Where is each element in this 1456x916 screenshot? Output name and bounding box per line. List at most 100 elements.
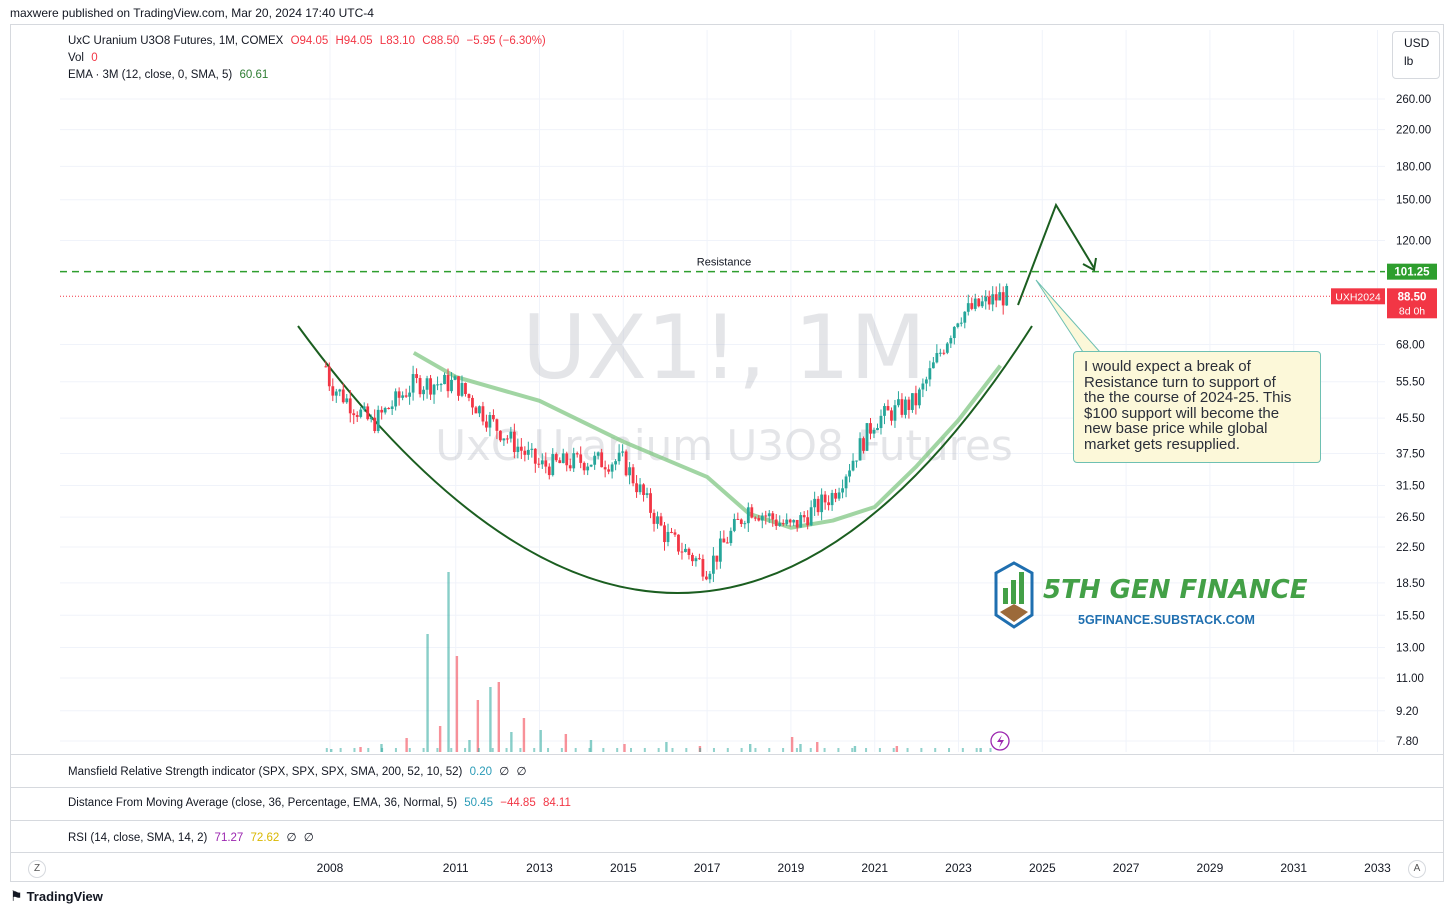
candle-body xyxy=(408,392,412,397)
rsi-panel[interactable]: RSI (14, close, SMA, 14, 2) 71.27 72.62 … xyxy=(10,820,1444,852)
candle-body xyxy=(341,389,345,403)
candle-body xyxy=(366,406,370,420)
candle-body xyxy=(774,519,778,526)
candle-body xyxy=(523,450,527,455)
unit-selector[interactable]: USD lb xyxy=(1392,31,1440,79)
mansfield-legend: Mansfield Relative Strength indicator (S… xyxy=(68,764,530,778)
low-value: L83.10 xyxy=(379,35,415,47)
candle-body xyxy=(931,362,935,369)
volume-bar xyxy=(381,748,384,752)
distance-label: Distance From Moving Average (close, 36,… xyxy=(68,797,458,809)
candle-body xyxy=(519,446,523,451)
candle-body xyxy=(498,430,502,441)
candle-body xyxy=(411,374,415,393)
candle-body xyxy=(781,523,785,525)
candle-body xyxy=(429,378,432,395)
volume-bar xyxy=(353,748,356,752)
candle-body xyxy=(911,393,914,410)
time-tick-label: 2023 xyxy=(945,861,972,875)
resistance-label: Resistance xyxy=(697,257,751,269)
candle-body xyxy=(502,438,506,441)
price-tick-label: 15.50 xyxy=(1396,610,1425,622)
candle-body xyxy=(610,464,614,472)
candle-body xyxy=(631,467,635,484)
candle-body xyxy=(701,558,705,577)
candle-body xyxy=(767,513,771,517)
candle-body xyxy=(376,409,380,432)
candle-body xyxy=(813,498,817,508)
unit-label[interactable]: lb xyxy=(1404,54,1414,68)
candle-body xyxy=(687,548,691,555)
candle-body xyxy=(450,379,453,392)
candle-body xyxy=(390,406,394,410)
candle-body xyxy=(928,368,932,380)
candle-body xyxy=(865,423,869,451)
candle-body xyxy=(991,294,995,305)
volume-bar xyxy=(961,748,964,752)
candle-body xyxy=(987,296,991,305)
time-tick-label: 2015 xyxy=(610,861,637,875)
rsi-legend: RSI (14, close, SMA, 14, 2) 71.27 72.62 … xyxy=(68,830,318,844)
distance-panel[interactable]: Distance From Moving Average (close, 36,… xyxy=(10,787,1444,819)
candle-body xyxy=(551,454,555,476)
candle-body xyxy=(886,406,890,411)
candle-body xyxy=(495,419,499,431)
volume-bar xyxy=(726,748,729,752)
candle-body xyxy=(334,391,338,396)
candle-body xyxy=(1001,292,1005,306)
candle-body xyxy=(771,513,775,520)
candle-body xyxy=(572,453,576,469)
candle-body xyxy=(677,534,680,552)
published-info: maxwere published on TradingView.com, Ma… xyxy=(10,6,374,20)
candle-body xyxy=(397,391,401,398)
auto-scale-button[interactable]: A xyxy=(1408,860,1426,878)
candle-body xyxy=(345,398,349,403)
candle-body xyxy=(387,407,391,410)
price-tick-label: 31.50 xyxy=(1396,480,1425,492)
currency-label[interactable]: USD xyxy=(1404,36,1430,50)
candle-body xyxy=(593,455,597,465)
time-tick-label: 2027 xyxy=(1113,861,1140,875)
last-price-box xyxy=(1387,288,1437,319)
candle-body xyxy=(446,374,450,392)
candle-body xyxy=(670,531,673,533)
logo-url: 5GFINANCE.SUBSTACK.COM xyxy=(1078,613,1255,627)
volume-bar xyxy=(979,748,982,752)
volume-bar xyxy=(330,749,333,752)
candle-body xyxy=(942,352,946,354)
mansfield-label: Mansfield Relative Strength indicator (S… xyxy=(68,766,463,778)
candle-body xyxy=(879,415,883,429)
mansfield-panel[interactable]: Mansfield Relative Strength indicator (S… xyxy=(10,754,1444,786)
candle-body xyxy=(460,383,464,396)
candle-body xyxy=(705,576,708,580)
annotation-line: $100 support will become the xyxy=(1084,404,1280,422)
volume-bar xyxy=(491,748,494,752)
candle-body xyxy=(959,322,963,324)
time-tick-label: 2031 xyxy=(1280,861,1307,875)
volume-bar xyxy=(589,740,593,752)
time-tick-label: 2008 xyxy=(317,861,344,875)
time-tick-label: 2017 xyxy=(694,861,721,875)
candle-body xyxy=(938,352,942,354)
price-tick-label: 150.00 xyxy=(1396,195,1431,207)
candle-body xyxy=(750,507,754,518)
logo-name: 5TH GEN FINANCE xyxy=(1043,575,1308,605)
candle-body xyxy=(617,452,621,462)
annotation-line: Resistance turn to support of xyxy=(1084,373,1276,391)
tradingview-brand: TradingView xyxy=(26,889,103,904)
chart-frame xyxy=(10,24,1444,882)
annotation-line: new base price while global xyxy=(1084,420,1268,437)
change-value: −5.95 (−6.30%) xyxy=(466,35,546,47)
zoom-reset-button[interactable]: Z xyxy=(28,860,46,878)
candle-body xyxy=(512,431,516,453)
candle-body xyxy=(795,519,799,528)
candle-body xyxy=(732,518,736,531)
volume-bar xyxy=(809,748,812,752)
tradingview-logo[interactable]: ⚑ TradingView xyxy=(10,889,103,905)
candle-body xyxy=(561,453,565,464)
candle-body xyxy=(785,519,789,525)
time-tick-label: 2019 xyxy=(778,861,805,875)
candle-body xyxy=(820,494,824,513)
volume-bar xyxy=(878,748,881,752)
